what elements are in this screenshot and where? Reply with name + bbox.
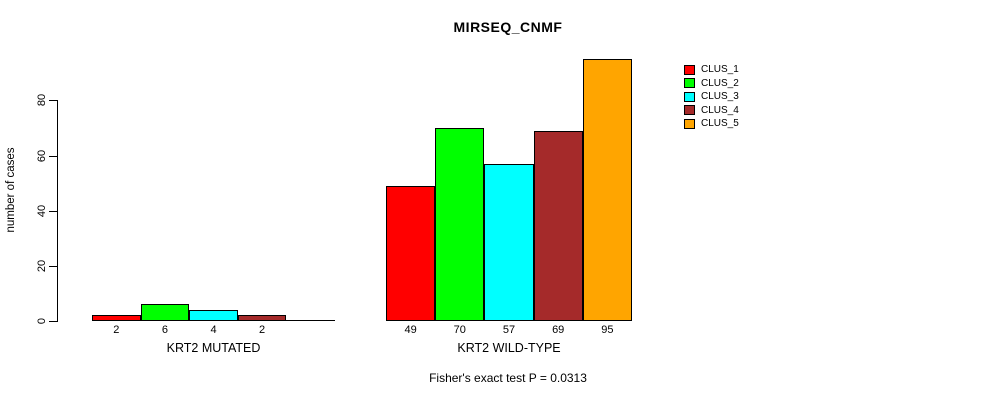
y-axis-tick [49,100,58,102]
bar-value-label: 70 [453,324,466,336]
y-axis-tick [49,265,58,267]
legend-swatch-clus-2 [684,78,695,89]
legend-swatch-clus-4 [684,105,695,116]
y-axis-tick-label: 80 [36,94,48,107]
legend-item: CLUS_5 [684,117,739,131]
bar-clus-3 [484,163,534,321]
y-axis-tick [49,321,58,322]
legend-swatch-clus-5 [684,118,695,129]
legend: CLUS_1 CLUS_2 CLUS_3 CLUS_4 CLUS_5 [684,63,739,131]
bar-clus-2 [435,128,485,321]
y-axis-label: number of cases [5,147,17,233]
bar-value-label: 6 [161,324,168,336]
bar-clus-3 [189,309,238,321]
legend-label: CLUS_5 [701,118,739,130]
bar-clus-2 [140,304,190,321]
group-label: KRT2 WILD-TYPE [457,341,561,355]
bar-clus-4 [237,315,287,321]
chart-title: MIRSEQ_CNMF [453,19,563,35]
bar-clus-5 [286,320,335,321]
y-axis-tick-label: 40 [36,204,48,217]
bar-clus-4 [533,130,583,321]
legend-label: CLUS_2 [701,77,739,89]
y-axis-tick [49,155,58,157]
legend-swatch-clus-1 [684,64,695,75]
legend-item: CLUS_4 [684,104,739,118]
bar-clus-1 [92,315,141,321]
bar-value-label: 69 [552,324,565,336]
bar-clus-1 [386,185,436,321]
group-label: KRT2 MUTATED [166,341,261,355]
legend-swatch-clus-3 [684,91,695,102]
fisher-test-caption: Fisher's exact test P = 0.0313 [429,371,587,385]
bar-value-label: 2 [113,324,120,336]
bar-value-label: 49 [404,324,417,336]
y-axis-tick-label: 60 [36,149,48,162]
bar-value-label: 95 [601,324,614,336]
bar-value-label: 57 [502,324,516,336]
legend-label: CLUS_3 [701,91,739,103]
legend-label: CLUS_1 [701,64,739,76]
y-axis-tick [49,210,58,212]
y-axis-tick-label: 20 [36,259,48,272]
bar-value-label: 2 [259,324,266,336]
y-axis-tick-label: 0 [36,317,48,325]
bar-value-label: 4 [210,324,217,336]
legend-item: CLUS_3 [684,90,739,104]
legend-item: CLUS_2 [684,77,739,91]
legend-label: CLUS_4 [701,104,739,116]
legend-item: CLUS_1 [684,63,739,77]
bar-clus-5 [582,59,632,321]
